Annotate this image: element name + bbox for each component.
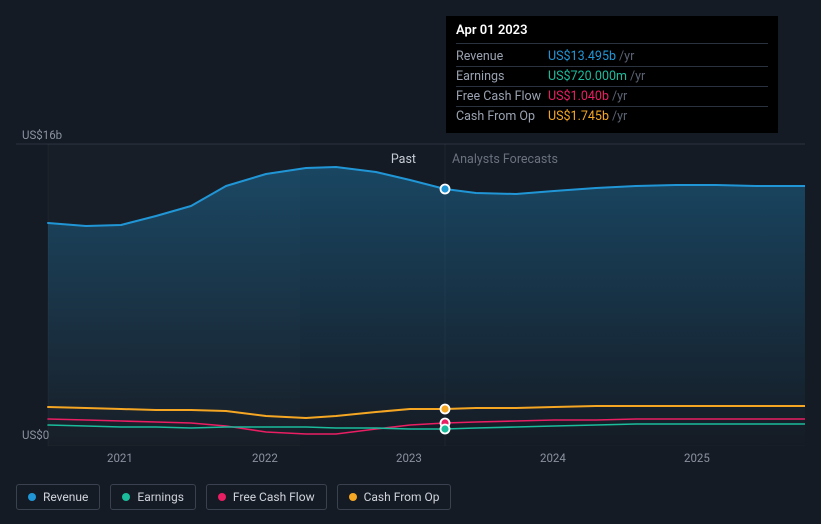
- legend-item[interactable]: Free Cash Flow: [206, 484, 327, 510]
- legend-dot-icon: [122, 493, 130, 501]
- legend-dot-icon: [218, 493, 226, 501]
- legend-item-label: Free Cash Flow: [233, 490, 315, 504]
- tooltip-row: RevenueUS$13.495b/yr: [456, 47, 768, 67]
- financial-chart: US$16b US$0 Past Analysts Forecasts Apr …: [16, 16, 805, 476]
- legend-item-label: Earnings: [137, 490, 184, 504]
- x-axis-year-label: 2024: [540, 451, 566, 465]
- tooltip-row-value: US$720.000m: [548, 69, 627, 84]
- tooltip-row-suffix: /yr: [619, 49, 634, 64]
- x-axis-year-label: 2025: [684, 451, 710, 465]
- tooltip-row-suffix: /yr: [612, 89, 627, 104]
- y-axis-zero-label: US$0: [22, 428, 49, 442]
- x-axis-year-label: 2021: [107, 451, 133, 465]
- x-axis-year-label: 2022: [252, 451, 278, 465]
- tooltip-row-value: US$1.040b: [548, 89, 609, 104]
- legend-dot-icon: [28, 493, 36, 501]
- forecast-section-label: Analysts Forecasts: [452, 152, 558, 167]
- tooltip-row: EarningsUS$720.000m/yr: [456, 67, 768, 87]
- tooltip-row-suffix: /yr: [612, 109, 627, 124]
- chart-tooltip: Apr 01 2023 RevenueUS$13.495b/yrEarnings…: [446, 16, 778, 133]
- tooltip-row-label: Earnings: [456, 69, 548, 84]
- x-axis-year-label: 2023: [396, 451, 422, 465]
- tooltip-row-value: US$1.745b: [548, 109, 609, 124]
- legend-item-label: Revenue: [43, 490, 88, 504]
- tooltip-row-label: Cash From Op: [456, 109, 548, 124]
- tooltip-row-label: Revenue: [456, 49, 548, 64]
- tooltip-row-suffix: /yr: [630, 69, 645, 84]
- tooltip-date: Apr 01 2023: [456, 23, 768, 44]
- tooltip-row-label: Free Cash Flow: [456, 89, 548, 104]
- tooltip-row: Cash From OpUS$1.745b/yr: [456, 107, 768, 126]
- legend-dot-icon: [349, 493, 357, 501]
- tooltip-row-value: US$13.495b: [548, 49, 616, 64]
- legend-item[interactable]: Cash From Op: [337, 484, 452, 510]
- chart-legend: Revenue Earnings Free Cash Flow Cash From O…: [16, 484, 451, 510]
- legend-item[interactable]: Revenue: [16, 484, 100, 510]
- legend-item-label: Cash From Op: [364, 490, 440, 504]
- y-axis-max-label: US$16b: [22, 128, 62, 142]
- tooltip-row: Free Cash FlowUS$1.040b/yr: [456, 87, 768, 107]
- legend-item[interactable]: Earnings: [110, 484, 196, 510]
- past-section-label: Past: [391, 152, 416, 167]
